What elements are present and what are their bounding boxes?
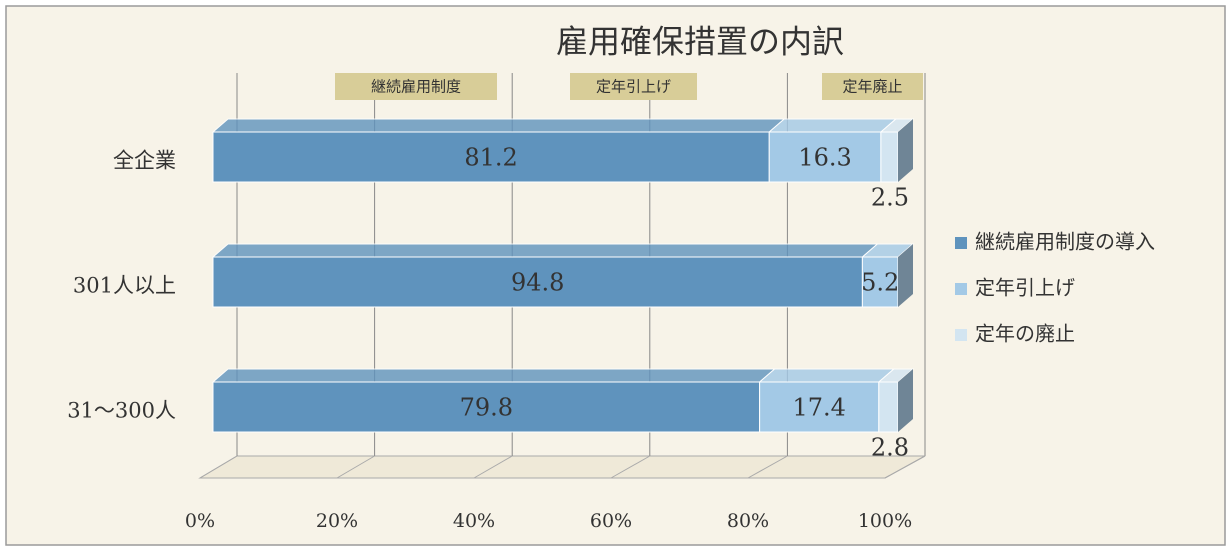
bar [880, 131, 899, 183]
bar-end [898, 244, 913, 307]
bar-end [898, 369, 913, 432]
data-label: 81.2 [464, 144, 517, 172]
x-tick-label: 20% [316, 510, 358, 532]
bar-top [211, 243, 879, 258]
data-label: 5.2 [861, 269, 899, 297]
data-label: 79.8 [460, 394, 513, 422]
bar [212, 131, 770, 183]
bar-top [758, 368, 896, 383]
floor-line [473, 455, 513, 479]
legend-label: 継続雇用制度の導入 [975, 230, 1155, 254]
floor-line [884, 455, 926, 479]
floor-line [336, 455, 375, 479]
data-label: 94.8 [511, 269, 564, 297]
bar [759, 381, 880, 433]
y-tick-label: 全企業 [113, 149, 176, 173]
data-label: 2.8 [871, 434, 909, 462]
data-label: 2.5 [871, 184, 909, 212]
annotation-box [335, 73, 497, 100]
annotation: 継続雇用制度 [371, 78, 461, 96]
floor [198, 455, 926, 479]
bar-top [767, 118, 898, 133]
annotation: 定年引上げ [596, 78, 671, 96]
chart-title: 雇用確保措置の内訳 [556, 23, 844, 61]
data-label: 16.3 [798, 144, 851, 172]
legend-label: 定年引上げ [975, 276, 1075, 300]
floor-line [747, 455, 788, 479]
bar-top [211, 368, 776, 383]
bar [861, 256, 899, 308]
annotation: 定年廃止 [842, 78, 902, 96]
data-label: 17.4 [793, 394, 846, 422]
floor-line [199, 455, 238, 479]
x-tick-label: 40% [453, 510, 495, 532]
legend-swatch [955, 329, 967, 341]
x-tick-label: 100% [858, 510, 912, 532]
floor-line [610, 455, 651, 479]
bar [212, 256, 863, 308]
legend-swatch [955, 283, 967, 295]
x-tick-label: 0% [185, 510, 215, 532]
legend-swatch [955, 237, 967, 249]
bar-top [211, 118, 786, 133]
bar [768, 131, 882, 183]
y-tick-label: 31～300人 [67, 399, 176, 423]
legend-label: 定年の廃止 [975, 322, 1075, 346]
annotation-box [570, 73, 697, 100]
x-tick-label: 80% [727, 510, 769, 532]
x-tick-label: 60% [590, 510, 632, 532]
annotation-box [822, 73, 923, 100]
bar [878, 381, 899, 433]
bar-end [898, 119, 913, 182]
y-tick-label: 301人以上 [73, 274, 176, 298]
